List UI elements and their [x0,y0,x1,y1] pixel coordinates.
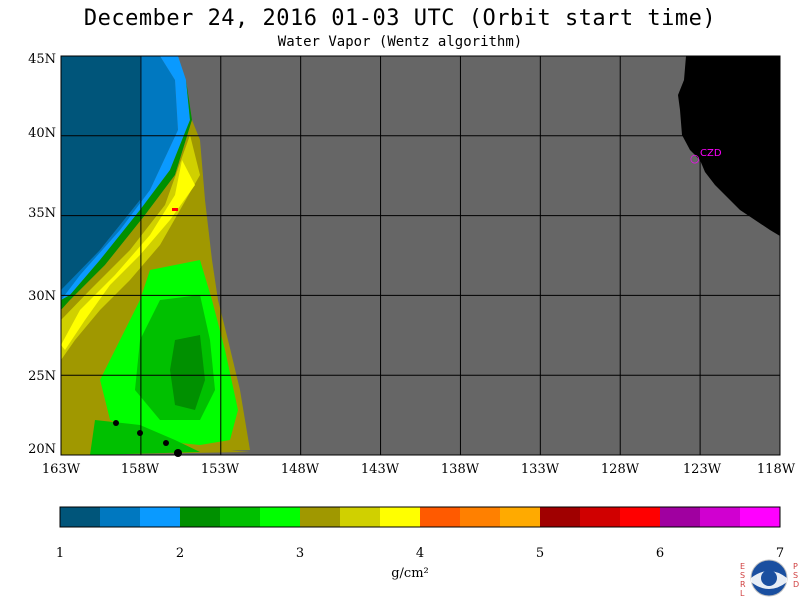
colorbar-tick-label: 2 [175,546,185,561]
lat-label: 45N [28,52,56,67]
colorbar-swatch [60,507,101,527]
lon-label: 148W [280,462,320,477]
station-marker-icon: ○ [690,152,700,165]
island-oahu [137,430,143,436]
colorbar-swatch [340,507,381,527]
band-blue [61,56,178,300]
red-patch [172,208,178,211]
lat-label: 20N [28,442,56,457]
colorbar-swatch [180,507,221,527]
station-label: CZD [700,148,722,159]
lon-label: 163W [41,462,81,477]
lon-label: 158W [120,462,160,477]
colorbar-swatch [700,507,741,527]
lon-label: 123W [682,462,722,477]
colorbar-tick-label: 3 [295,546,305,561]
colorbar-border [59,506,781,528]
colorbar-tick-label: 7 [775,546,785,561]
band-dark-blue [61,56,140,300]
lat-label: 40N [28,126,56,141]
lon-label: 128W [600,462,640,477]
lon-label: 133W [520,462,560,477]
colorbar-swatch [420,507,461,527]
island-maui [163,440,169,446]
lat-label: 35N [28,206,56,221]
colorbar-swatch [140,507,181,527]
colorbar-swatch [740,507,781,527]
colorbar [60,507,781,527]
lat-label: 25N [28,369,56,384]
colorbar-tick-label: 5 [535,546,545,561]
colorbar-swatch [460,507,501,527]
band-yellow [61,160,195,350]
page-subtitle: Water Vapor (Wentz algorithm) [277,34,523,50]
colorbar-swatch [300,507,341,527]
colorbar-tick-label: 4 [415,546,425,561]
lon-label: 118W [756,462,796,477]
band-deep-green [170,335,205,410]
colorbar-swatch [500,507,541,527]
lon-label: 153W [200,462,240,477]
colorbar-swatch [660,507,701,527]
colorbar-swatch [220,507,261,527]
colorbar-swatch [260,507,301,527]
colorbar-tick-label: 6 [655,546,665,561]
island-hawaii [174,449,182,457]
land-california [678,56,780,236]
map-field [61,56,780,457]
map-grid [61,56,780,455]
island-kauai [113,420,119,426]
lon-label: 143W [360,462,400,477]
colorbar-swatch [540,507,581,527]
page-title: December 24, 2016 01-03 UTC (Orbit start… [83,6,717,31]
colorbar-unit: g/cm² [391,566,429,581]
noaa-logo-icon [750,559,788,597]
colorbar-swatch [380,507,421,527]
colorbar-swatch [580,507,621,527]
colorbar-swatch [100,507,141,527]
lat-label: 30N [28,289,56,304]
band-south-green [90,420,200,455]
colorbar-tick-label: 1 [55,546,65,561]
lon-label: 138W [440,462,480,477]
band-light-blue [61,56,190,300]
colorbar-swatch [620,507,661,527]
map-border [60,55,781,456]
